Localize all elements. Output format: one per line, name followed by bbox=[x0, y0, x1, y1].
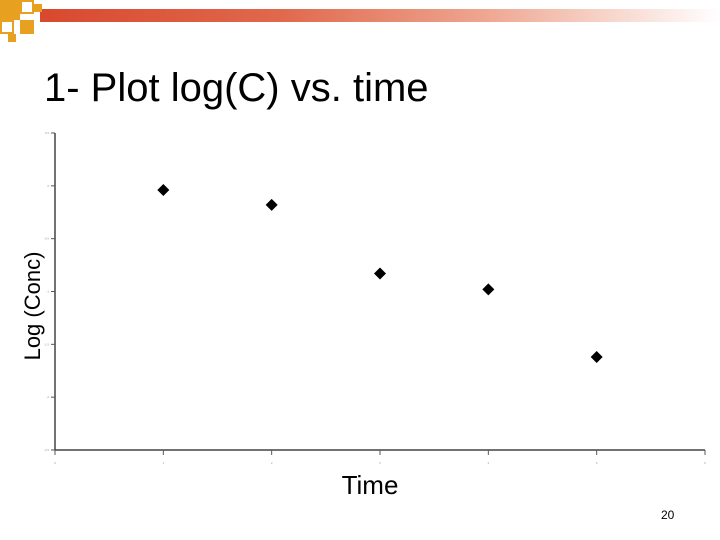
slide-title: 1- Plot log(C) vs. time bbox=[44, 66, 429, 110]
x-tick-label: 4 bbox=[487, 461, 489, 465]
chart-points bbox=[157, 184, 603, 364]
y-tick-label: -2.5 bbox=[44, 448, 50, 452]
x-tick-label: 3 bbox=[379, 461, 381, 465]
x-tick-label: 6 bbox=[704, 461, 706, 465]
data-point bbox=[374, 267, 386, 280]
y-tick-label: 0 bbox=[47, 184, 49, 188]
y-axis-label: Log (Conc) bbox=[20, 251, 45, 361]
data-point bbox=[482, 283, 495, 296]
chart-axes bbox=[54, 133, 705, 451]
x-tick-label: 0 bbox=[54, 461, 56, 465]
y-tick-label: -1 bbox=[46, 290, 49, 294]
x-axis-label: Time bbox=[341, 470, 399, 500]
y-tick-label: -0.5 bbox=[44, 237, 50, 241]
x-tick-label: 5 bbox=[596, 461, 598, 465]
page-number: 20 bbox=[661, 508, 675, 522]
y-tick-label: -1.5 bbox=[44, 342, 50, 346]
data-point bbox=[157, 184, 170, 197]
y-tick-label: -2 bbox=[46, 395, 49, 399]
chart-ticks: 0 1 2 3 4 5 6 -2.5 -2 -1.5 -1 -0.5 0 0.5 bbox=[44, 131, 706, 465]
data-point bbox=[265, 198, 278, 211]
x-tick-label: 1 bbox=[162, 461, 164, 465]
header-banner bbox=[40, 9, 720, 22]
y-tick-label: 0.5 bbox=[45, 131, 50, 135]
x-tick-label: 2 bbox=[271, 461, 273, 465]
data-point bbox=[590, 351, 603, 364]
